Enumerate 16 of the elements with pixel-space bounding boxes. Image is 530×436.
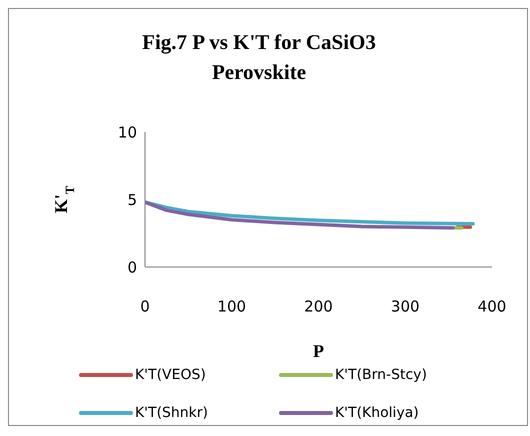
- x-axis-title: P: [313, 341, 324, 361]
- chart-title: Fig.7 P vs K'T for CaSiO3 Perovskite: [141, 29, 377, 86]
- x-tick-label: 200: [304, 298, 333, 316]
- x-tick-label: 300: [390, 298, 420, 316]
- line-series: [145, 200, 455, 230]
- legend-label: K'T(Brn-Stcy): [335, 367, 427, 383]
- y-tick-label: 0: [127, 258, 137, 276]
- line-series: [145, 200, 475, 226]
- legend-label: K'T(VEOS): [135, 367, 206, 383]
- legend-label: K'T(Shnkr): [135, 405, 208, 421]
- x-tick-label: 0: [140, 298, 150, 316]
- y-tick-label: 5: [127, 190, 137, 209]
- x-tick-label: 400: [478, 298, 506, 316]
- legend-label: K'T(Kholiya): [335, 405, 419, 421]
- y-tick-label: 10: [118, 123, 137, 142]
- x-tick-label: 100: [217, 298, 246, 316]
